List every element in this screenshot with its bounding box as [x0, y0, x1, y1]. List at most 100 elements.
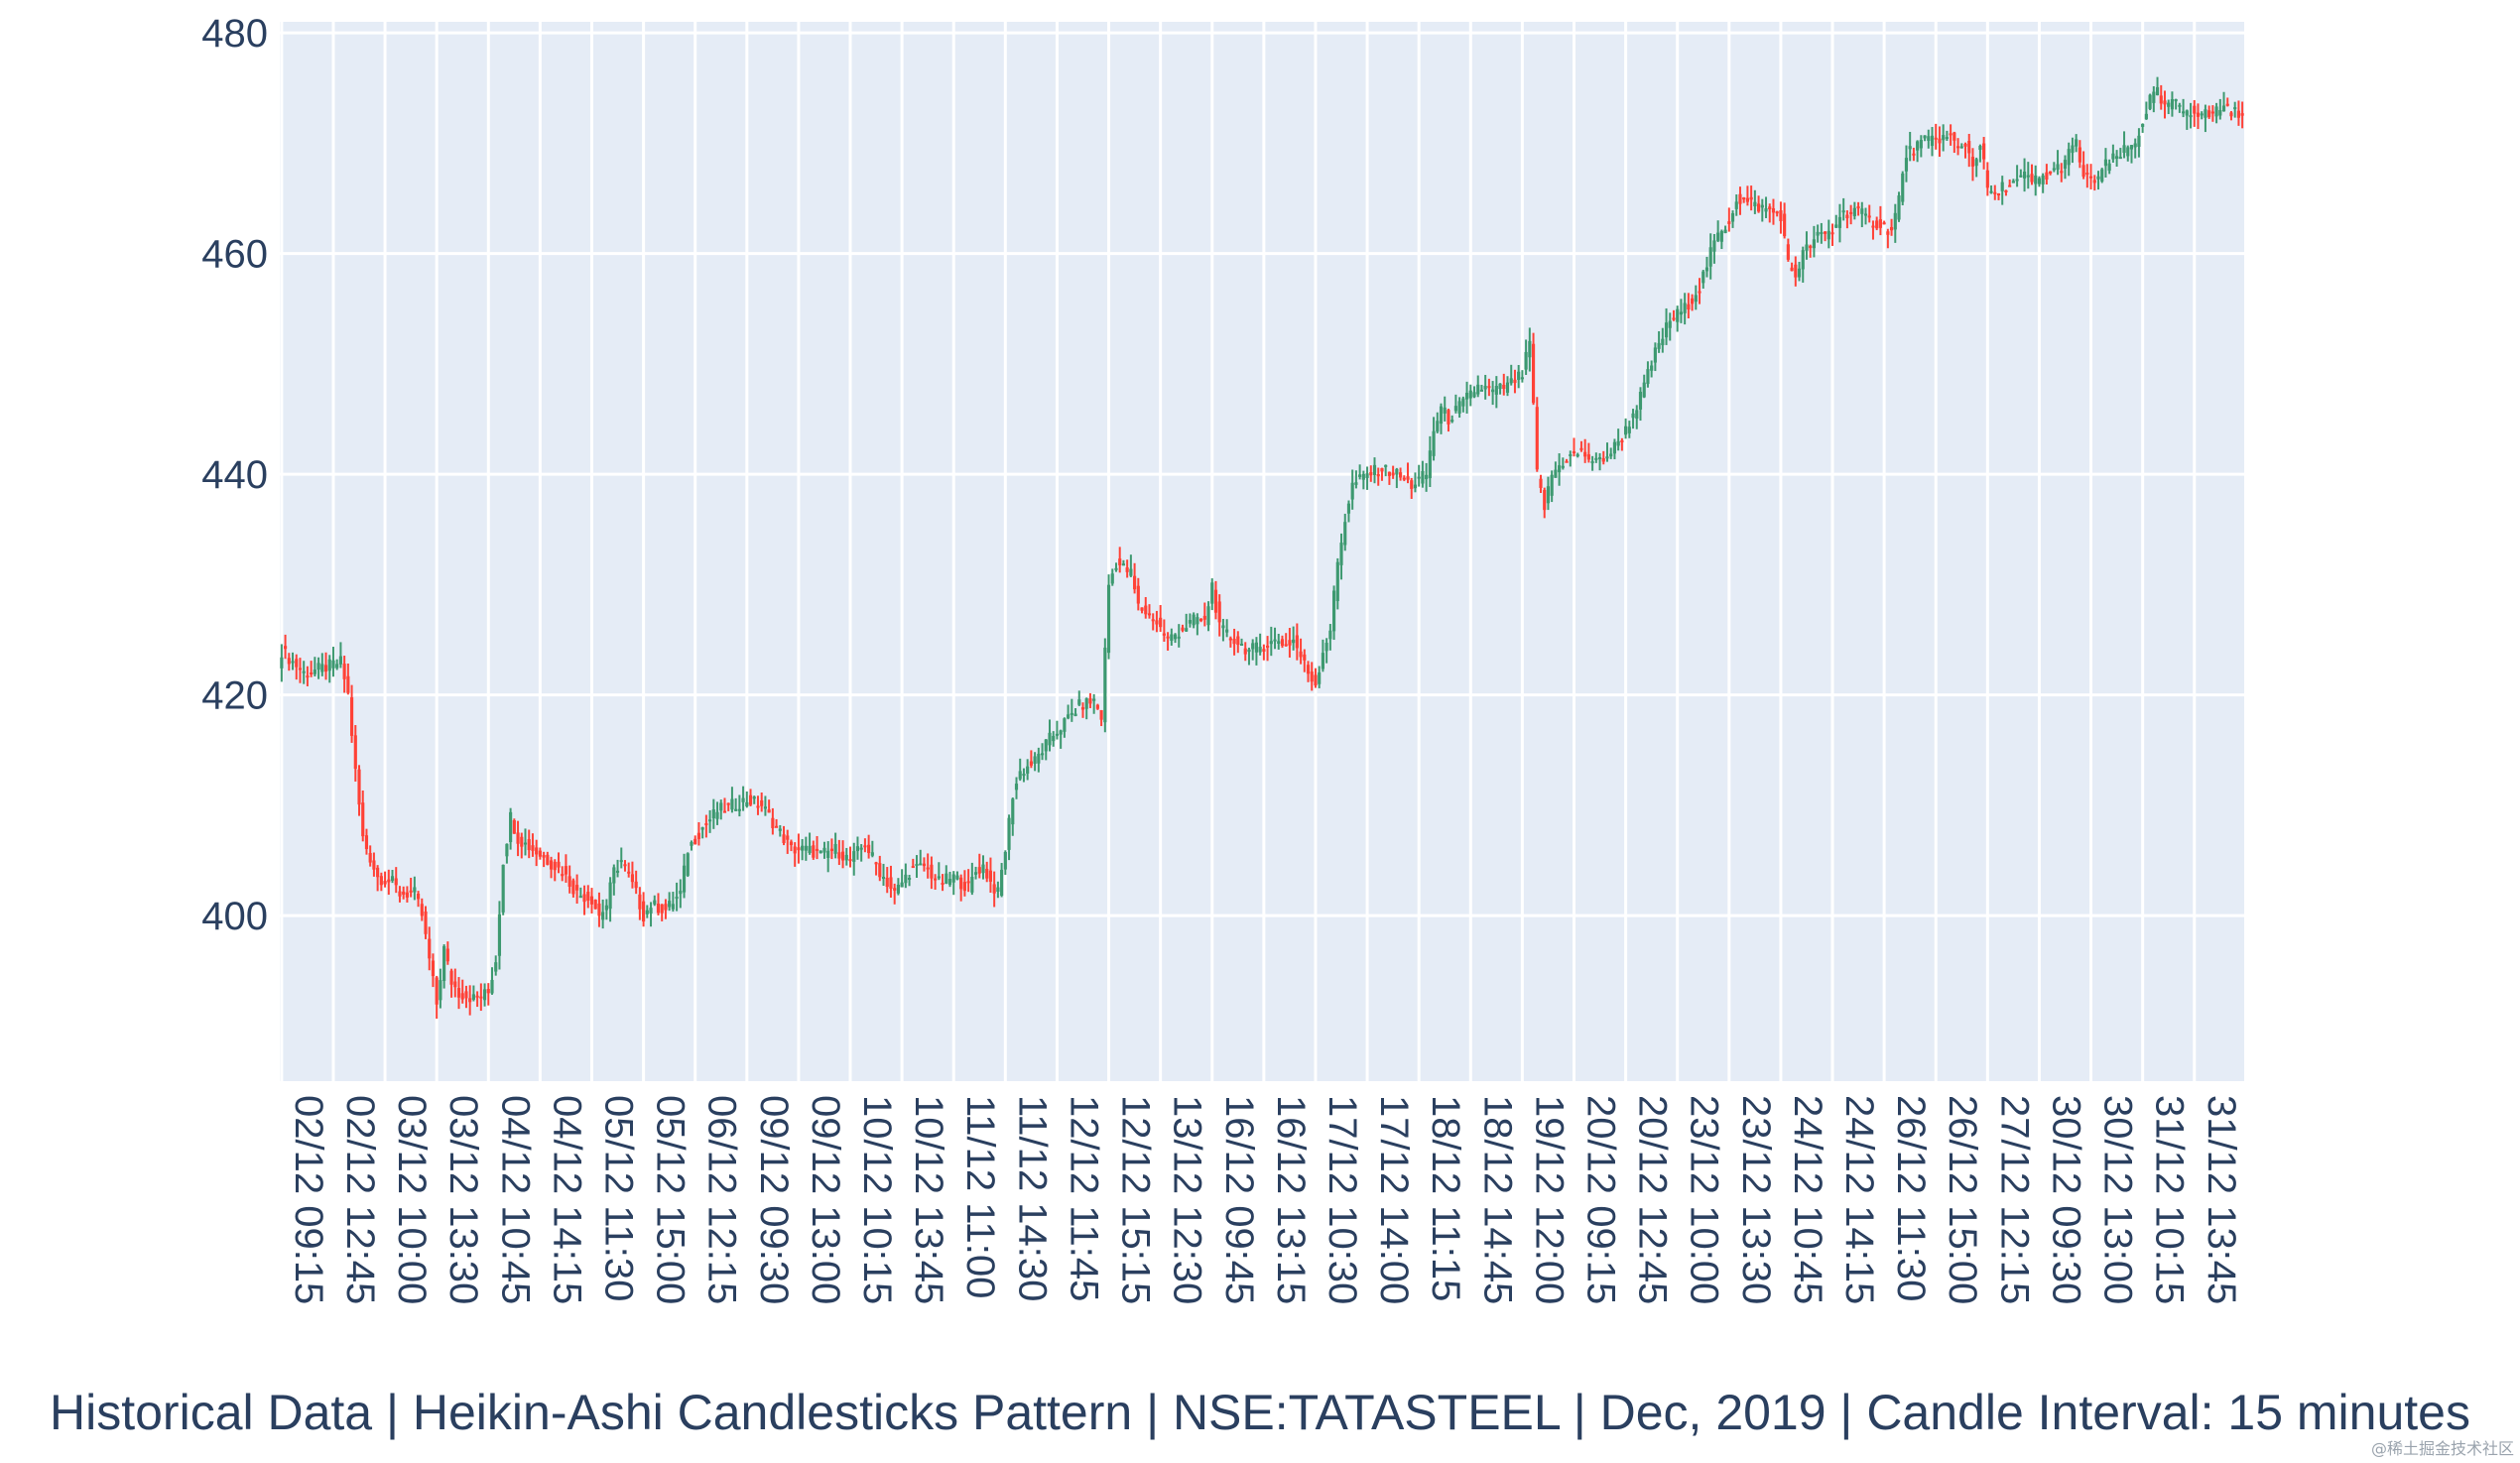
- candle-body: [549, 860, 554, 870]
- candle-body: [1421, 470, 1425, 484]
- candle-body: [1181, 627, 1185, 631]
- x-tick-label: 18/12 11:15: [1424, 1095, 1467, 1301]
- candle-body: [1007, 817, 1011, 850]
- candle-body: [1380, 468, 1384, 472]
- candle-body: [1687, 304, 1691, 310]
- candle-body: [2115, 156, 2119, 160]
- candle-body: [1723, 229, 1727, 234]
- candle-body: [449, 970, 453, 985]
- x-tick-label: 30/12 13:00: [2096, 1095, 2140, 1304]
- candle-body: [1730, 213, 1735, 222]
- candle-body: [1280, 639, 1285, 647]
- x-tick-label: 31/12 10:15: [2148, 1095, 2192, 1304]
- candle-body: [793, 846, 797, 854]
- candle-body: [1491, 389, 1495, 393]
- candle-body: [2015, 179, 2019, 182]
- candle-body: [1310, 671, 1314, 682]
- candle-body: [822, 847, 826, 853]
- candle-body: [1199, 618, 1203, 621]
- candle-body: [1955, 146, 1960, 149]
- candle-body: [1159, 617, 1163, 628]
- candle-body: [1000, 869, 1004, 897]
- candle-body: [1830, 232, 1834, 235]
- candle-body: [2204, 109, 2207, 118]
- candle-body: [2085, 173, 2089, 176]
- candle-body: [812, 845, 816, 858]
- candle-body: [1140, 607, 1144, 611]
- watermark: @稀土掘金技术社区: [2370, 1439, 2514, 1458]
- candle-body: [546, 854, 550, 865]
- candle-body: [690, 841, 693, 846]
- candle-body: [1498, 383, 1502, 390]
- candle-body: [553, 861, 557, 871]
- candle-body: [1358, 474, 1362, 477]
- candle-body: [1579, 447, 1583, 450]
- candle-body: [1398, 472, 1403, 478]
- candle-body: [1823, 231, 1827, 234]
- candle-body: [1063, 718, 1067, 732]
- candle-body: [668, 901, 672, 908]
- candle-body: [840, 851, 845, 861]
- candle-body: [1867, 215, 1871, 218]
- x-tick-label: 12/12 11:45: [1062, 1095, 1105, 1301]
- x-tick-label: 23/12 10:00: [1683, 1095, 1726, 1304]
- candle-body: [1635, 410, 1639, 420]
- candle-body: [797, 847, 801, 851]
- candle-body: [1447, 410, 1450, 425]
- candle-body: [1812, 239, 1816, 249]
- candle-body: [383, 881, 387, 885]
- candle-body: [1609, 453, 1613, 457]
- candle-body: [1797, 268, 1802, 278]
- candle-body: [826, 850, 830, 859]
- candle-body: [1121, 563, 1126, 566]
- candle-body: [2049, 171, 2053, 175]
- candle-body: [394, 878, 398, 886]
- candle-body: [346, 675, 350, 693]
- candle-body: [376, 867, 380, 878]
- candle-body: [2081, 165, 2085, 178]
- candle-body: [2207, 110, 2211, 118]
- x-tick-label: 10/12 13:45: [907, 1095, 950, 1304]
- candle-body: [1014, 784, 1019, 791]
- candle-body: [561, 874, 565, 877]
- candle-body: [1210, 582, 1214, 604]
- candle-body: [653, 900, 657, 905]
- candle-body: [704, 823, 708, 826]
- candle-body: [1786, 244, 1790, 260]
- candle-body: [439, 980, 442, 1001]
- candle-body: [516, 832, 520, 844]
- candle-body: [2185, 110, 2189, 116]
- candle-body: [1428, 450, 1432, 479]
- candle-body: [1173, 634, 1178, 640]
- candle-body: [1029, 761, 1033, 766]
- candle-body: [1757, 203, 1761, 212]
- candle-body: [464, 991, 468, 999]
- candle-body: [1048, 732, 1052, 746]
- candle-body: [1410, 480, 1414, 489]
- candle-body: [1719, 230, 1723, 242]
- candle-body: [664, 904, 668, 911]
- candle-body: [310, 671, 314, 674]
- candle-body: [486, 989, 490, 994]
- candle-body: [937, 876, 941, 879]
- candle-body: [1694, 295, 1698, 303]
- candle-body: [1331, 590, 1336, 632]
- candle-body: [1365, 473, 1369, 478]
- candle-body: [1269, 641, 1273, 645]
- candle-body: [323, 665, 328, 672]
- candle-body: [2174, 99, 2178, 102]
- candle-body: [2122, 145, 2126, 154]
- candle-body: [930, 864, 934, 879]
- candle-body: [1672, 317, 1676, 320]
- y-axis-ticks: 400 420 440 460 480: [201, 12, 268, 938]
- candle-body: [2178, 104, 2182, 107]
- candle-body: [1384, 464, 1388, 467]
- candle-body: [1221, 625, 1225, 629]
- candle-body: [1099, 709, 1103, 720]
- candle-body: [501, 864, 505, 913]
- x-tick-label: 02/12 09:15: [287, 1095, 330, 1304]
- candle-body: [1875, 220, 1879, 229]
- candle-body: [966, 881, 970, 884]
- candle-body: [1262, 649, 1266, 652]
- candle-body: [1583, 451, 1587, 457]
